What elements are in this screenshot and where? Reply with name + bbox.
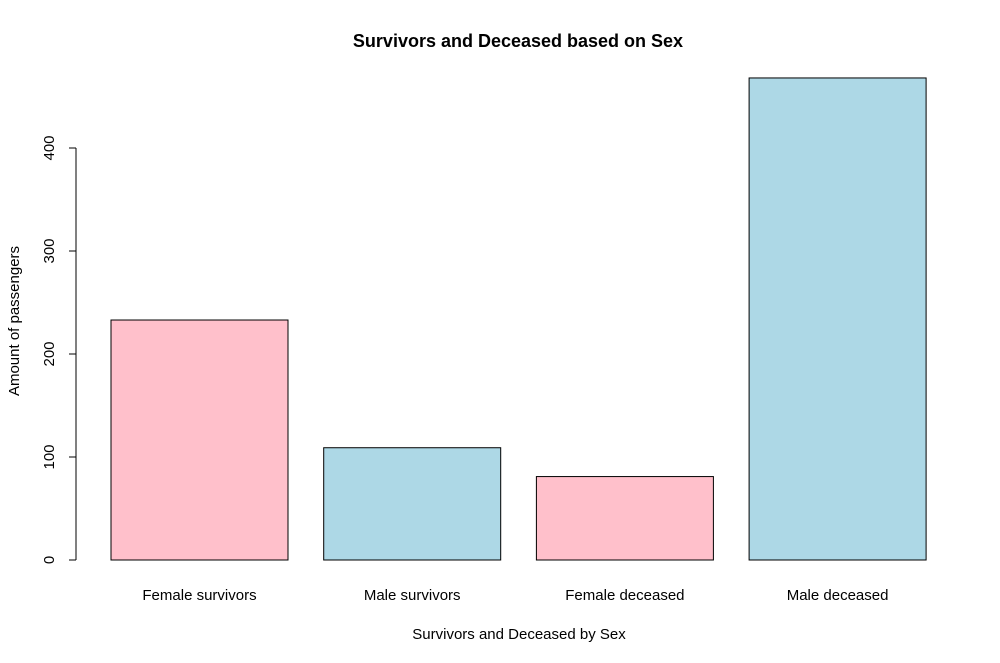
category-labels: Female survivors Male survivors Female dec… — [142, 587, 888, 604]
bars-group — [110, 77, 927, 561]
bar-female-deceased — [535, 476, 714, 561]
bar-female-survivors — [110, 319, 289, 561]
y-axis-label: Amount of passengers — [6, 246, 23, 396]
y-tick-label: 400 — [41, 135, 58, 160]
y-tick-label: 300 — [41, 238, 58, 263]
x-category-label: Female deceased — [565, 587, 684, 604]
chart-title: Survivors and Deceased based on Sex — [353, 31, 683, 51]
y-tick-label: 0 — [41, 556, 58, 564]
bar-male-deceased — [748, 77, 927, 561]
x-category-label: Female survivors — [142, 587, 256, 604]
y-tick-label: 200 — [41, 341, 58, 366]
x-category-label: Male survivors — [364, 587, 461, 604]
y-axis: 0 100 200 300 400 — [41, 135, 77, 564]
x-axis-label: Survivors and Deceased by Sex — [412, 626, 626, 643]
y-tick-label: 100 — [41, 444, 58, 469]
x-category-label: Male deceased — [787, 587, 889, 604]
bar-male-survivors — [323, 447, 502, 561]
